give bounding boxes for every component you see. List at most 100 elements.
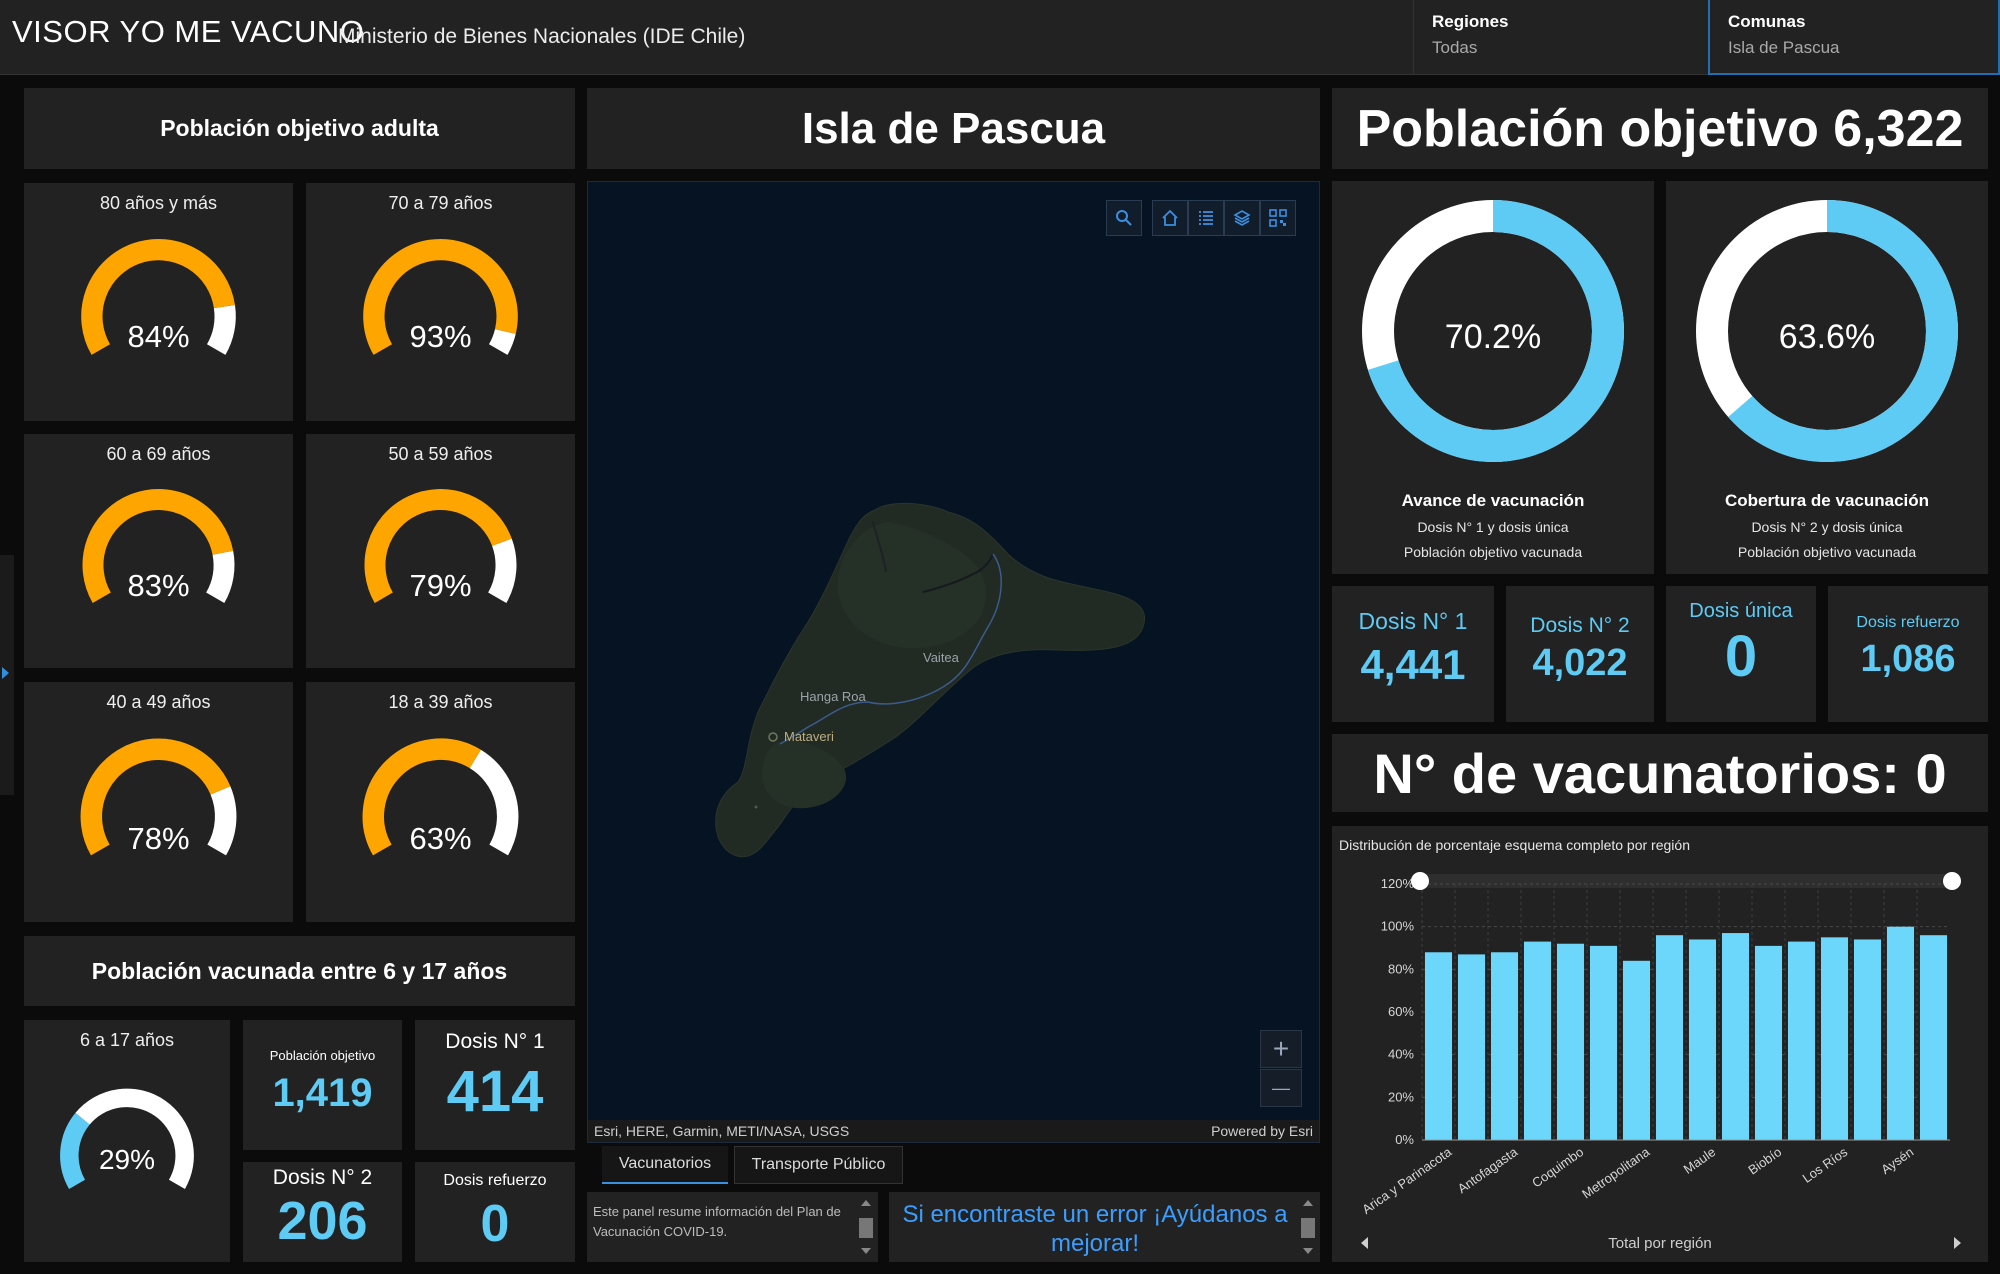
scroll-thumb[interactable] bbox=[1301, 1218, 1315, 1238]
range-handle-right[interactable] bbox=[1943, 872, 1961, 890]
x-tick-label: Coquimbo bbox=[1529, 1144, 1586, 1190]
expand-arrow-icon bbox=[2, 667, 9, 679]
bar bbox=[1556, 943, 1585, 1140]
vacunatorios-panel: N° de vacunatorios: 0 bbox=[1332, 734, 1988, 812]
stat-value: 1,419 bbox=[272, 1071, 373, 1115]
bar bbox=[1754, 945, 1783, 1140]
app-header bbox=[0, 0, 2000, 75]
stat-value: 414 bbox=[446, 1059, 544, 1124]
stat-label: Dosis refuerzo bbox=[1856, 614, 1960, 631]
donut-line1: Dosis N° 1 y dosis única bbox=[1417, 519, 1569, 535]
gauge-label: 80 años y más bbox=[99, 193, 218, 213]
vacunatorios-heading: N° de vacunatorios: 0 bbox=[1373, 741, 1947, 805]
powered-by[interactable]: Powered by Esri bbox=[1211, 1123, 1313, 1139]
youth-dosis2-card: Dosis N° 2 206 bbox=[243, 1162, 402, 1262]
comunas-value: Isla de Pascua bbox=[1728, 38, 1840, 57]
range-handle-left[interactable] bbox=[1411, 872, 1429, 890]
y-tick-label: 0% bbox=[1395, 1132, 1414, 1147]
scroll-up-icon[interactable] bbox=[1303, 1200, 1313, 1206]
bar bbox=[1853, 939, 1882, 1140]
adult-title: Población objetivo adulta bbox=[24, 88, 575, 169]
donut-line2: Población objetivo vacunada bbox=[1403, 544, 1583, 560]
info-scrollbar[interactable] bbox=[858, 1198, 874, 1256]
layers-button[interactable] bbox=[1224, 200, 1260, 236]
app-title: VISOR YO ME VACUNO bbox=[12, 14, 365, 49]
donut-card-cobertura: 63.6% Cobertura de vacunación Dosis N° 2… bbox=[1666, 181, 1988, 574]
zoom-in-button[interactable]: + bbox=[1260, 1030, 1302, 1068]
gauge-remainder-arc bbox=[207, 786, 237, 856]
zoom-out-button[interactable]: — bbox=[1260, 1069, 1302, 1107]
donut-title: Cobertura de vacunación bbox=[1724, 491, 1930, 510]
search-button[interactable] bbox=[1106, 200, 1142, 236]
y-tick-label: 80% bbox=[1388, 961, 1414, 976]
y-tick-label: 60% bbox=[1388, 1004, 1414, 1019]
side-panel-toggle[interactable] bbox=[0, 555, 14, 795]
gauge-remainder-arc bbox=[469, 749, 519, 856]
layers-icon bbox=[1233, 210, 1251, 226]
x-tick-label: Antofagasta bbox=[1455, 1144, 1521, 1197]
gauge-remainder-arc bbox=[206, 304, 236, 355]
youth-title-text: Población vacunada entre 6 y 17 años bbox=[91, 957, 508, 984]
gauge-value: 93% bbox=[409, 319, 472, 354]
chart-scroll-right-icon[interactable] bbox=[1954, 1237, 1961, 1249]
bar-chart: 0% 20% 40% 60% 80% 100% 120% Arica y Parinacota… bbox=[1359, 872, 1961, 1217]
gauge-chart bbox=[364, 489, 517, 604]
gauge-remainder-arc bbox=[205, 550, 235, 604]
stat-card-dosis2: Dosis N° 2 4,022 bbox=[1506, 586, 1654, 722]
bar bbox=[1919, 935, 1948, 1140]
x-tick-label: Metropolitana bbox=[1579, 1144, 1653, 1202]
app-subtitle: Ministerio de Bienes Nacionales (IDE Chi… bbox=[338, 25, 746, 48]
map-attribution: Esri, HERE, Garmin, METI/NASA, USGS bbox=[594, 1123, 850, 1139]
bar bbox=[1688, 939, 1717, 1140]
gauge-value: 78% bbox=[127, 821, 190, 856]
gauge-label: 50 a 59 años bbox=[388, 444, 493, 464]
gauge-progress-arc bbox=[364, 489, 512, 604]
y-tick-label: 120% bbox=[1381, 876, 1415, 891]
donut-chart bbox=[1696, 200, 1958, 462]
chart-scroll-left-icon[interactable] bbox=[1361, 1237, 1368, 1249]
y-tick-label: 100% bbox=[1381, 919, 1415, 934]
info-panel: Este panel resume información del Plan d… bbox=[587, 1192, 878, 1262]
youth-title: Población vacunada entre 6 y 17 años bbox=[24, 936, 575, 1006]
map-view[interactable]: Vaitea Hanga Roa Mataveri + — Esri, HERE… bbox=[587, 181, 1320, 1143]
home-icon bbox=[1162, 209, 1178, 226]
comunas-selector[interactable]: Comunas Isla de Pascua bbox=[1708, 0, 2000, 75]
error-scrollbar[interactable] bbox=[1300, 1198, 1316, 1256]
map-title: Isla de Pascua bbox=[801, 103, 1106, 153]
comunas-label: Comunas bbox=[1728, 12, 1806, 31]
bar bbox=[1655, 935, 1684, 1140]
tab-vacunatorios[interactable]: Vacunatorios bbox=[602, 1146, 728, 1184]
stat-label: Dosis N° 2 bbox=[272, 1166, 373, 1189]
scroll-down-icon[interactable] bbox=[861, 1248, 871, 1254]
scroll-up-icon[interactable] bbox=[861, 1200, 871, 1206]
stat-value: 4,022 bbox=[1532, 642, 1628, 684]
bar bbox=[1787, 941, 1816, 1140]
gauge-progress-arc bbox=[80, 738, 231, 856]
youth-poblacion-card: Población objetivo 1,419 bbox=[243, 1020, 402, 1150]
map-title-panel: Isla de Pascua bbox=[587, 88, 1320, 169]
tab-transporte-publico[interactable]: Transporte Público bbox=[734, 1146, 903, 1184]
regiones-selector[interactable]: Regiones Todas bbox=[1413, 0, 1708, 75]
gauge-label: 70 a 79 años bbox=[388, 193, 493, 213]
gauge-value: 79% bbox=[409, 568, 472, 603]
home-button[interactable] bbox=[1152, 200, 1188, 236]
qr-button[interactable] bbox=[1260, 200, 1296, 236]
scroll-down-icon[interactable] bbox=[1303, 1248, 1313, 1254]
region-chart-panel: Distribución de porcentaje esquema compl… bbox=[1332, 826, 1988, 1262]
gauge-label: 40 a 49 años bbox=[106, 692, 211, 712]
list-icon bbox=[1199, 211, 1213, 225]
error-report-link[interactable]: Si encontraste un error ¡Ayúdanos a mejo… bbox=[902, 1201, 1288, 1257]
gauge-chart bbox=[60, 1088, 194, 1189]
gauge-card: 40 a 49 años 78% bbox=[24, 682, 293, 922]
gauge-value: 83% bbox=[127, 568, 190, 603]
error-report-panel[interactable]: Si encontraste un error ¡Ayúdanos a mejo… bbox=[889, 1192, 1320, 1262]
legend-button[interactable] bbox=[1188, 200, 1224, 236]
gauge-card: 18 a 39 años 63% bbox=[306, 682, 575, 922]
youth-refuerzo-card: Dosis refuerzo 0 bbox=[415, 1162, 575, 1262]
donut-line1: Dosis N° 2 y dosis única bbox=[1751, 519, 1903, 535]
bar bbox=[1490, 952, 1519, 1140]
gauge-progress-arc bbox=[82, 489, 234, 604]
gauge-chart bbox=[82, 489, 235, 604]
scroll-thumb[interactable] bbox=[859, 1218, 873, 1238]
gauge-progress-arc bbox=[81, 238, 235, 355]
